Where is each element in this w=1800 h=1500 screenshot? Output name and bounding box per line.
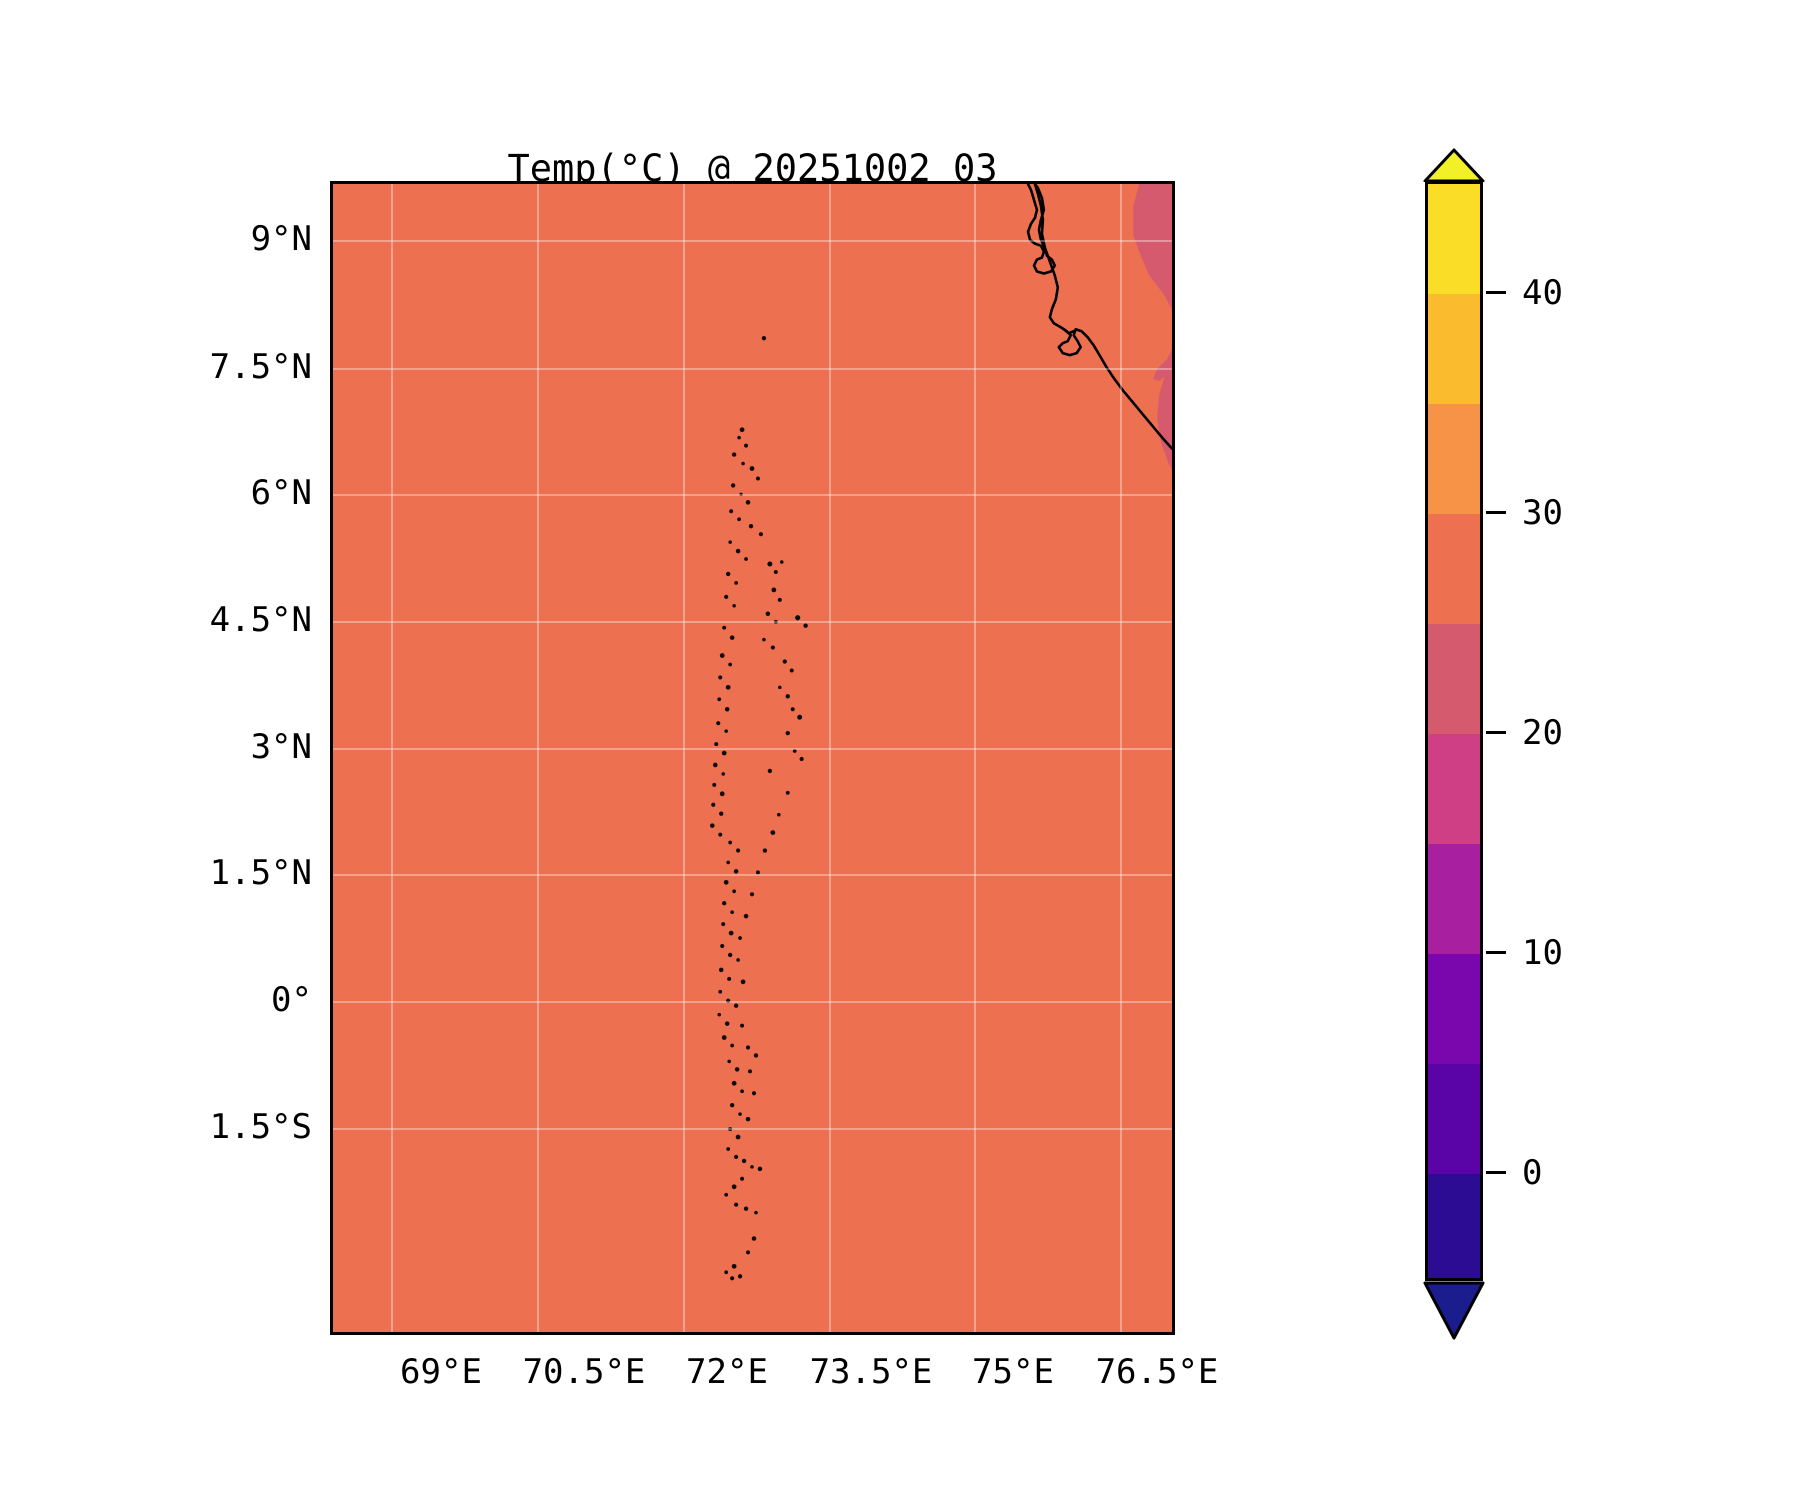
xtick-label-69e: 69°E xyxy=(400,1352,482,1392)
gridline-lat-0 xyxy=(333,1001,1172,1003)
cbar-band-30-35 xyxy=(1428,404,1480,514)
xtick-label-70-5e: 70.5°E xyxy=(522,1352,646,1392)
gridline-lat-3n xyxy=(333,748,1172,750)
colorbar-extend-bottom xyxy=(1423,1281,1485,1340)
cbar-band-0-5 xyxy=(1428,1064,1480,1174)
gridline-lon-69 xyxy=(391,184,393,1332)
gridline-lon-73-5 xyxy=(829,184,831,1332)
cbar-tick-20 xyxy=(1486,731,1506,734)
xtick-label-75e: 75°E xyxy=(972,1352,1054,1392)
cbar-band-15-20 xyxy=(1428,734,1480,844)
coastline-overlay xyxy=(710,184,1172,1281)
cbar-band-40-45 xyxy=(1428,184,1480,294)
cbar-tick-10 xyxy=(1486,951,1506,954)
colorbar[interactable] xyxy=(1425,181,1483,1281)
gridline-lon-72 xyxy=(683,184,685,1332)
cbar-band-25-30 xyxy=(1428,514,1480,624)
island-specks xyxy=(710,336,808,1281)
ytick-label-4-5n: 4.5°N xyxy=(209,600,312,640)
gridline-lat-1-5s xyxy=(333,1128,1172,1130)
ytick-label-1-5s: 1.5°S xyxy=(209,1107,312,1147)
gridline-lat-6n xyxy=(333,494,1172,496)
cbar-band-10-15 xyxy=(1428,844,1480,954)
xtick-label-72e: 72°E xyxy=(686,1352,768,1392)
ytick-label-3n: 3°N xyxy=(250,727,312,767)
temperature-field xyxy=(333,184,1172,1332)
ytick-label-9n: 9°N xyxy=(250,219,312,259)
cbar-ticklabel-40: 40 xyxy=(1522,273,1563,313)
ytick-label-1-5n: 1.5°N xyxy=(209,853,312,893)
cbar-band-5-10 xyxy=(1428,954,1480,1064)
ytick-label-0: 0° xyxy=(271,980,312,1020)
cbar-band-35-40 xyxy=(1428,294,1480,404)
ytick-label-6n: 6°N xyxy=(250,473,312,513)
gridline-lon-75 xyxy=(974,184,976,1332)
cbar-band-neg5-0 xyxy=(1428,1174,1480,1278)
colorbar-extend-top xyxy=(1423,148,1485,182)
gridline-lon-76-5 xyxy=(1120,184,1122,1332)
cbar-ticklabel-30: 30 xyxy=(1522,493,1563,533)
gridline-lat-9n xyxy=(333,240,1172,242)
xtick-label-73-5e: 73.5°E xyxy=(809,1352,933,1392)
cbar-tick-0 xyxy=(1486,1171,1506,1174)
cbar-ticklabel-0: 0 xyxy=(1522,1153,1543,1193)
map-plot-area[interactable] xyxy=(330,181,1175,1335)
gridline-lat-4-5n xyxy=(333,621,1172,623)
gridline-lat-1-5n xyxy=(333,874,1172,876)
cbar-ticklabel-20: 20 xyxy=(1522,713,1563,753)
cbar-ticklabel-10: 10 xyxy=(1522,933,1563,973)
cbar-band-20-25 xyxy=(1428,624,1480,734)
gridline-lon-70-5 xyxy=(537,184,539,1332)
cbar-tick-40 xyxy=(1486,291,1506,294)
gridline-lat-7-5n xyxy=(333,368,1172,370)
ytick-label-7-5n: 7.5°N xyxy=(209,347,312,387)
cbar-tick-30 xyxy=(1486,511,1506,514)
xtick-label-76-5e: 76.5°E xyxy=(1095,1352,1219,1392)
